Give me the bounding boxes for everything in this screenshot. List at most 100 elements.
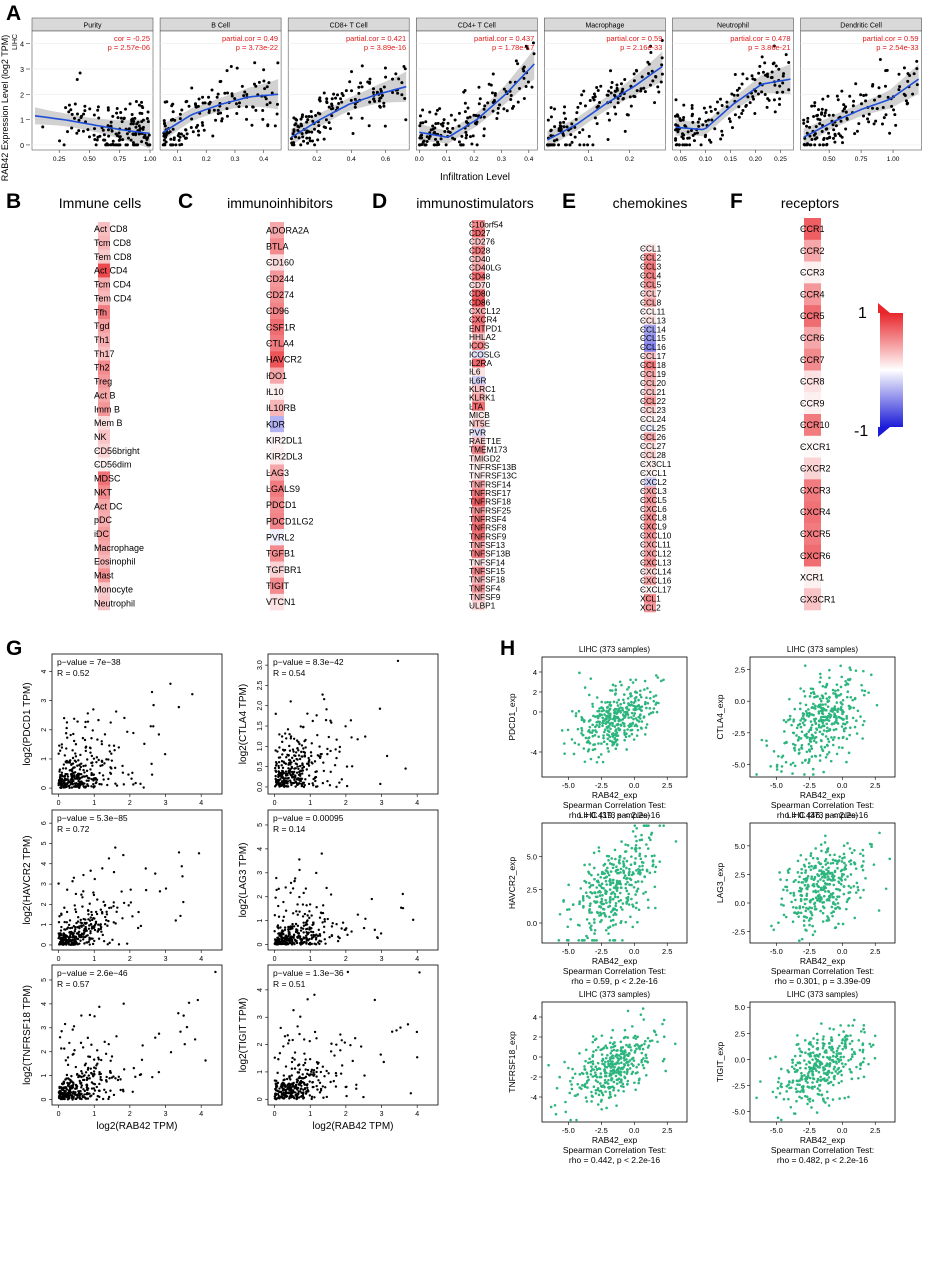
facet-point — [322, 125, 326, 129]
heatmap-row-label: CCL24 — [640, 414, 666, 424]
facet-point — [275, 102, 279, 106]
lihc-point — [638, 693, 642, 697]
heatmap-row-label: TMEM173 — [469, 445, 508, 455]
gepia-point — [81, 1078, 85, 1082]
heatmap-row-label: TNFSF14 — [469, 557, 505, 567]
facet-xtick-label: 0.50 — [83, 156, 96, 163]
facet-point — [325, 97, 329, 101]
gepia-point — [335, 1074, 338, 1077]
gepia-point — [71, 1098, 74, 1101]
heatmap-row-label: CCR1 — [800, 224, 825, 234]
gepia-xtick-label: 0 — [273, 956, 277, 963]
heatmap-cell — [472, 298, 485, 307]
gepia-point — [101, 1097, 105, 1101]
facet-point — [893, 113, 897, 117]
gepia-point — [131, 771, 134, 775]
lihc-point — [625, 902, 628, 905]
gepia-point — [283, 781, 286, 784]
lihc-point — [613, 886, 617, 890]
gepia-point — [295, 910, 298, 913]
heatmap-row-label: CCL2 — [640, 252, 662, 262]
lihc-point — [849, 726, 852, 730]
facet-point — [813, 132, 817, 136]
gepia-point — [91, 918, 94, 922]
gepia-point — [73, 935, 77, 938]
facet-point — [463, 110, 467, 114]
facet-point — [632, 94, 636, 98]
lihc-point — [869, 673, 873, 677]
gepia-point — [57, 752, 60, 755]
facet-point — [689, 129, 693, 133]
gepia-point — [150, 690, 154, 694]
lihc-point — [609, 919, 613, 922]
gepia-point — [329, 749, 332, 753]
lihc-point — [652, 695, 656, 698]
heatmap-row-label: HHLA2 — [469, 332, 496, 342]
panel-label-c: C — [178, 190, 194, 213]
lihc-point — [817, 712, 821, 715]
lihc-point — [594, 715, 597, 718]
gepia-point — [315, 871, 318, 875]
lihc-point — [845, 721, 849, 724]
facet-point — [810, 137, 814, 141]
gepia-point — [97, 758, 100, 762]
lihc-point — [604, 701, 607, 704]
lihc-point — [630, 883, 633, 887]
gepia-point — [110, 767, 113, 770]
gepia-point — [308, 1039, 311, 1043]
gepia-point — [92, 1070, 96, 1073]
facet-point — [245, 93, 249, 97]
gepia-point — [87, 913, 90, 916]
gepia-point — [282, 749, 286, 752]
gepia-point — [93, 1015, 96, 1018]
facet-point — [130, 112, 134, 116]
gepia-point — [89, 929, 92, 933]
gepia-point — [335, 785, 338, 789]
gepia-point — [364, 917, 367, 920]
gepia-point — [81, 1095, 84, 1099]
lihc-point — [842, 729, 846, 733]
facet-point — [202, 128, 206, 132]
facet-point — [498, 103, 502, 107]
gepia-point — [317, 928, 320, 932]
facet-point — [707, 118, 711, 122]
lihc-point — [623, 731, 626, 735]
gepia-point — [90, 773, 93, 777]
heatmap-row-label: CCL3 — [640, 261, 662, 271]
facet-point — [400, 81, 404, 85]
facet-point — [483, 104, 487, 108]
gepia-point — [283, 732, 287, 735]
facet-point — [424, 120, 428, 124]
heatmap-row-label: CD27 — [469, 228, 491, 238]
facet-point — [383, 66, 387, 70]
lihc-point — [793, 764, 797, 768]
heatmap-row-label: CCR6 — [800, 333, 825, 343]
facet-point — [197, 133, 201, 137]
facet-point — [649, 50, 653, 54]
facet-point — [553, 107, 557, 111]
gepia-point — [65, 785, 68, 789]
facet-point — [877, 86, 881, 90]
heatmap-row-label: CD96 — [266, 306, 289, 316]
lihc-point — [654, 694, 658, 697]
gepia-point — [97, 937, 101, 940]
lihc-point — [824, 703, 827, 706]
lihc-title: LIHC (373 samples) — [579, 645, 650, 654]
lihc-point — [826, 700, 829, 704]
facet-point — [162, 119, 166, 123]
heatmap-cell — [270, 383, 284, 401]
gepia-point — [183, 1042, 186, 1046]
heatmap-cell — [98, 471, 110, 486]
lihc-point — [647, 712, 651, 716]
gepia-xtick-label: 3 — [380, 1111, 384, 1118]
facet-point — [291, 132, 295, 136]
heatmap-row-label: Tem CD4 — [94, 293, 132, 303]
gepia-point — [58, 1089, 62, 1093]
gepia-point — [295, 1078, 299, 1081]
facet-point — [308, 139, 312, 143]
gepia-point — [74, 1097, 77, 1101]
facet-point — [137, 132, 141, 136]
facet-point — [225, 114, 229, 118]
gepia-point — [274, 941, 277, 945]
lihc-point — [809, 740, 813, 743]
